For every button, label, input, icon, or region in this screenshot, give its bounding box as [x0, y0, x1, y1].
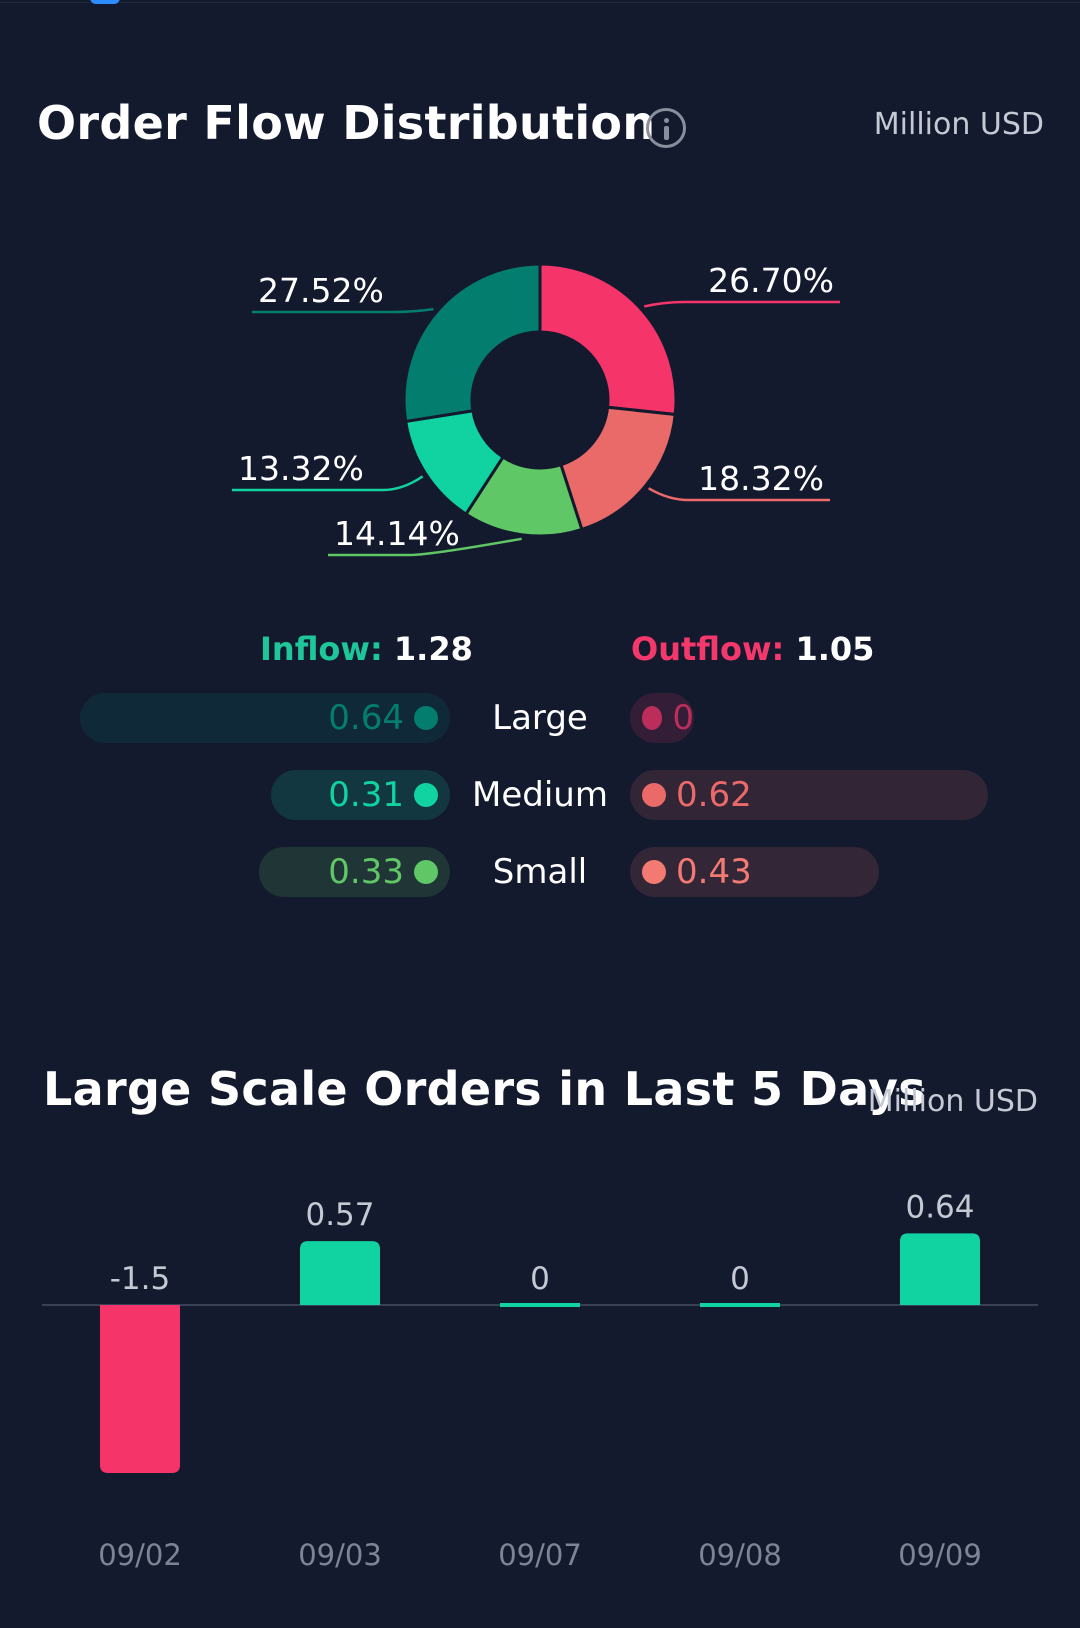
outflow-total: Outflow: 1.05: [631, 630, 874, 668]
x-tick-label: 09/09: [898, 1538, 982, 1572]
x-tick-label: 09/07: [498, 1538, 582, 1572]
top-divider: [0, 2, 1080, 3]
inflow-dot-icon: [414, 860, 438, 884]
donut-slice-label: 26.70%: [708, 261, 834, 300]
inflow-bar: 0.31: [270, 770, 450, 820]
bar[interactable]: [500, 1303, 580, 1307]
flow-row-small: 0.33 Small 0.43: [0, 847, 1080, 897]
bar-value-label: 0: [530, 1261, 550, 1297]
bar[interactable]: [900, 1233, 980, 1305]
donut-slice-label: 13.32%: [238, 449, 364, 488]
outflow-bar: 0: [630, 693, 694, 743]
flow-row-large: 0.64 Large 0: [0, 693, 1080, 743]
large-orders-bar-chart: -1.5 09/02 0.57 09/03 0 09/07 0 09/08 0.64 09/09: [42, 1189, 1038, 1572]
donut-leader-line: [232, 475, 424, 492]
outflow-value: 1.05: [795, 630, 875, 668]
inflow-bar: 0.33: [259, 847, 450, 897]
inflow-value: 1.28: [393, 630, 473, 668]
bar[interactable]: [300, 1241, 380, 1305]
tab-indicator: [90, 0, 120, 4]
bar-value-label: 0.57: [305, 1197, 374, 1233]
outflow-label: Outflow:: [631, 630, 785, 668]
x-tick-label: 09/08: [698, 1538, 782, 1572]
outflow-value: 0: [672, 698, 694, 738]
inflow-label: Inflow:: [260, 630, 383, 668]
x-tick-label: 09/02: [98, 1538, 182, 1572]
outflow-value: 0.43: [676, 852, 752, 892]
outflow-dot-icon: [642, 783, 666, 807]
flow-row-label: Medium: [472, 775, 608, 815]
inflow-value: 0.31: [328, 775, 404, 815]
inflow-total: Inflow: 1.28: [260, 630, 473, 668]
donut-slice: [559, 405, 677, 532]
flow-row-medium: 0.31 Medium 0.62: [0, 770, 1080, 820]
donut-leader-line: [648, 487, 830, 502]
bar[interactable]: [700, 1303, 780, 1307]
outflow-bar: 0.43: [630, 847, 879, 897]
donut-slice-label: 18.32%: [698, 459, 824, 498]
donut-slice-label: 27.52%: [258, 271, 384, 310]
inflow-value: 0.64: [328, 698, 404, 738]
flow-row-label: Large: [492, 698, 588, 738]
bar[interactable]: [100, 1305, 180, 1473]
outflow-value: 0.62: [676, 775, 752, 815]
bar-value-label: 0: [730, 1261, 750, 1297]
large-orders-title: Large Scale Orders in Last 5 Days: [43, 1062, 926, 1116]
order-flow-title: Order Flow Distribution: [37, 96, 656, 150]
info-icon[interactable]: [646, 108, 686, 148]
donut-leader-line: [643, 300, 840, 308]
bar-value-label: -1.5: [110, 1261, 171, 1297]
inflow-dot-icon: [414, 706, 438, 730]
donut-slice: [402, 262, 542, 424]
outflow-bar: 0.62: [630, 770, 989, 820]
donut-leader-line: [328, 537, 522, 557]
bar-value-label: 0.64: [905, 1189, 974, 1225]
flow-row-label: Small: [492, 852, 588, 892]
inflow-dot-icon: [414, 783, 438, 807]
x-tick-label: 09/03: [298, 1538, 382, 1572]
donut-slice-label: 14.14%: [334, 514, 460, 553]
outflow-dot-icon: [642, 706, 663, 730]
donut-leader-line: [252, 307, 434, 314]
order-flow-unit: Million USD: [873, 107, 1044, 142]
inflow-value: 0.33: [328, 852, 404, 892]
inflow-bar: 0.64: [80, 693, 450, 743]
donut-slice: [538, 262, 678, 417]
order-flow-donut-chart: 26.70% 18.32% 14.14% 13.32% 27.52%: [232, 261, 840, 557]
outflow-dot-icon: [642, 860, 666, 884]
large-orders-unit: Million USD: [867, 1084, 1038, 1119]
